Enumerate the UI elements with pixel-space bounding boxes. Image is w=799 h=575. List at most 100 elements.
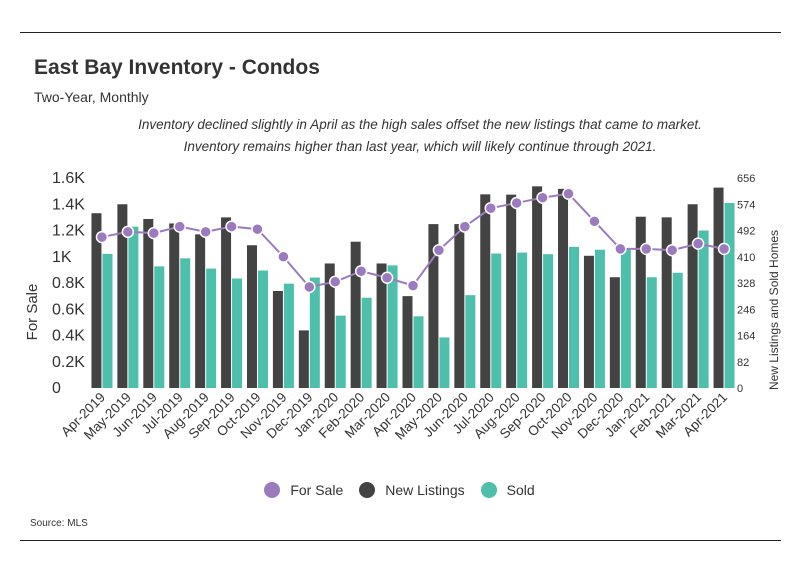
for-sale-point: [406, 279, 420, 292]
for-sale-point: [225, 220, 238, 233]
bar-new-listings: [376, 263, 387, 388]
right-tick-label: 82: [737, 357, 749, 369]
right-tick-label: 0: [737, 383, 743, 395]
right-tick-label: 492: [737, 226, 755, 238]
left-tick-label: 1.4K: [52, 196, 85, 213]
chart-title: East Bay Inventory - Condos: [34, 56, 320, 79]
for-sale-point: [277, 250, 290, 263]
bar-sold: [206, 268, 217, 388]
bar-sold: [491, 253, 502, 388]
for-sale-point: [562, 187, 575, 200]
bar-new-listings: [583, 255, 594, 388]
for-sale-point: [665, 243, 679, 257]
bar-new-listings: [635, 216, 646, 388]
for-sale-point: [147, 226, 161, 240]
bar-new-listings: [480, 194, 491, 388]
for-sale-point: [640, 242, 653, 256]
bar-sold: [257, 270, 268, 388]
source-note: Source: MLS: [30, 518, 88, 529]
bar-new-listings: [687, 204, 698, 388]
legend: For Sale New Listings Sold: [0, 482, 799, 498]
bar-sold: [724, 202, 735, 388]
for-sale-point: [536, 191, 549, 204]
bar-new-listings: [117, 204, 128, 388]
top-rule: [20, 32, 781, 33]
bar-sold: [620, 249, 631, 388]
bar-sold: [517, 252, 528, 388]
bar-sold: [594, 249, 605, 388]
for-sale-point: [484, 201, 498, 215]
bar-new-listings: [350, 241, 361, 388]
bar-new-listings: [661, 217, 672, 388]
for-sale-point: [588, 215, 601, 228]
bottom-rule: [20, 540, 781, 541]
bar-new-listings: [506, 194, 517, 388]
bar-sold: [672, 272, 683, 388]
legend-item-for-sale: For Sale: [264, 482, 343, 498]
legend-swatch-sold: [480, 482, 497, 498]
for-sale-point: [691, 237, 705, 250]
right-tick-label: 328: [737, 278, 755, 290]
bar-new-listings: [91, 213, 102, 388]
bar-new-listings: [558, 188, 569, 388]
right-axis: 0 82 164 246 328 410 492 574 656 New Listings and…: [737, 173, 781, 395]
for-sale-point: [199, 225, 212, 239]
bar-sold: [698, 230, 709, 388]
bar-sold: [646, 277, 657, 388]
for-sale-point: [458, 220, 472, 233]
bar-sold: [102, 253, 113, 388]
right-tick-label: 656: [737, 173, 755, 185]
bar-sold: [128, 226, 139, 388]
left-axis: 0 0.2K 0.4K 0.6K 0.8K 1K 1.2K 1.4K 1.6K For Sale: [24, 170, 85, 397]
legend-item-sold: Sold: [480, 482, 535, 498]
bar-new-listings: [298, 330, 309, 388]
for-sale-point: [614, 242, 627, 256]
right-axis-title: New Listings and Sold Homes: [767, 230, 781, 390]
left-tick-label: 0.6K: [52, 301, 85, 318]
legend-item-new-listings: New Listings: [359, 482, 465, 498]
legend-label-sold: Sold: [506, 482, 535, 498]
bar-new-listings: [195, 234, 206, 388]
chart-annotation: Inventory declined slightly in April as …: [138, 117, 702, 154]
left-tick-label: 1K: [52, 249, 72, 266]
bar-new-listings: [713, 187, 724, 388]
bar-sold: [154, 266, 165, 388]
bar-new-listings: [169, 223, 180, 388]
bar-sold: [232, 278, 243, 388]
bar-sold: [180, 258, 191, 388]
bar-new-listings: [532, 186, 543, 388]
bar-new-listings: [221, 217, 232, 388]
bar-sold: [569, 246, 580, 388]
left-tick-label: 0.8K: [52, 275, 85, 292]
bar-new-listings: [454, 224, 465, 388]
bar-sold: [309, 277, 320, 388]
bar-sold: [335, 315, 346, 388]
left-tick-label: 1.6K: [52, 170, 85, 187]
left-tick-label: 1.2K: [52, 223, 85, 240]
bar-new-listings: [324, 263, 335, 388]
bar-new-listings: [143, 218, 154, 388]
right-tick-label: 246: [737, 304, 755, 316]
bar-new-listings: [402, 296, 413, 388]
left-axis-title: For Sale: [24, 284, 41, 341]
right-tick-label: 410: [737, 252, 755, 264]
right-tick-label: 164: [737, 331, 755, 343]
right-tick-label: 574: [737, 199, 755, 211]
for-sale-point: [717, 242, 731, 256]
line-series: [95, 187, 731, 294]
x-axis: Apr-2019May-2019Jun-2019Jul-2019Aug-2019…: [58, 390, 730, 443]
for-sale-point: [380, 271, 394, 284]
bar-sold: [465, 295, 476, 388]
bar-new-listings: [246, 245, 257, 388]
bar-sold: [361, 297, 372, 388]
bar-new-listings: [609, 277, 620, 388]
left-tick-label: 0.4K: [52, 328, 85, 345]
legend-swatch-new-listings: [359, 482, 376, 498]
bar-sold: [283, 283, 294, 388]
legend-label-new-listings: New Listings: [385, 482, 465, 498]
left-tick-label: 0.2K: [52, 354, 85, 371]
for-sale-point: [95, 230, 109, 244]
for-sale-point: [173, 220, 186, 233]
bar-sold: [413, 316, 424, 388]
